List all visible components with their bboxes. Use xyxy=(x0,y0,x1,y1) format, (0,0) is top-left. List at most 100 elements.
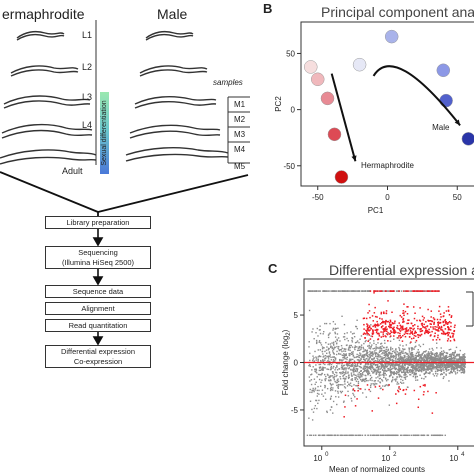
ma-point xyxy=(427,290,429,292)
ma-point xyxy=(323,373,326,376)
step-sequencing: Sequencing (Illumina HiSeq 2500) xyxy=(45,246,151,269)
ma-point xyxy=(403,333,406,336)
ma-point xyxy=(443,331,445,334)
ma-point xyxy=(332,400,335,403)
ma-point xyxy=(360,347,363,349)
ma-point xyxy=(446,323,449,325)
ma-point xyxy=(430,354,432,357)
ma-point xyxy=(388,375,391,378)
col-title-hermaphrodite: ermaphrodite xyxy=(2,6,85,22)
ma-point xyxy=(425,350,427,352)
ma-point xyxy=(357,384,360,387)
ma-point xyxy=(400,375,402,378)
ma-point xyxy=(416,368,419,370)
ma-point xyxy=(438,359,440,361)
ma-point xyxy=(417,359,419,362)
ma-point xyxy=(366,330,368,333)
ma-point xyxy=(435,372,437,375)
ma-point xyxy=(461,371,464,373)
ma-point xyxy=(319,329,321,331)
ma-point xyxy=(380,367,383,369)
ma-point xyxy=(463,364,466,367)
ma-point xyxy=(436,364,438,367)
pca-annotation-hermaphrodite: Hermaphrodite xyxy=(361,161,414,170)
ma-point xyxy=(458,361,460,363)
ma-point xyxy=(332,360,334,362)
ma-point xyxy=(397,383,400,385)
ma-point xyxy=(319,369,322,372)
ma-point xyxy=(422,368,424,370)
ma-point xyxy=(378,375,381,377)
ma-point xyxy=(453,330,455,332)
ma-point xyxy=(337,380,340,383)
ma-point xyxy=(351,333,354,335)
ma-point xyxy=(463,372,465,374)
ma-point xyxy=(343,416,345,418)
ma-point xyxy=(356,364,359,366)
ma-point xyxy=(437,322,439,324)
ma-point xyxy=(404,331,407,333)
ma-point xyxy=(329,382,332,385)
ma-point xyxy=(314,370,316,372)
ma-point xyxy=(333,434,335,437)
ma-point xyxy=(374,382,376,385)
ma-point xyxy=(409,370,411,373)
ma-point xyxy=(447,334,449,337)
ma-point xyxy=(393,335,395,337)
ma-point xyxy=(359,290,361,292)
ma-point xyxy=(376,320,378,323)
ma-point xyxy=(392,379,394,381)
pca-point xyxy=(310,72,325,87)
ma-point xyxy=(371,434,374,437)
ma-point xyxy=(369,390,372,393)
ma-point xyxy=(378,290,380,292)
ma-point xyxy=(443,333,446,335)
ma-point xyxy=(422,364,424,367)
ma-point xyxy=(308,346,310,348)
ma-point xyxy=(449,358,452,360)
ma-point xyxy=(357,380,360,383)
ma-point xyxy=(408,349,411,351)
ma-point xyxy=(411,333,414,335)
ma-point xyxy=(448,368,450,371)
ma-point xyxy=(385,364,387,367)
ma-point xyxy=(338,368,341,370)
ma-point xyxy=(334,380,336,383)
ma-point xyxy=(411,371,414,373)
ma-point xyxy=(389,358,392,360)
ma-point xyxy=(360,374,362,377)
ma-point xyxy=(433,356,435,359)
ma-point xyxy=(374,434,376,437)
ma-point xyxy=(376,369,378,371)
ma-point xyxy=(330,365,333,368)
ma-point xyxy=(335,395,337,398)
ma-point xyxy=(379,317,381,320)
ma-y-axis-label: Fold change (log2) xyxy=(281,329,292,395)
ma-point xyxy=(439,355,441,358)
ma-point xyxy=(341,290,343,292)
ma-point xyxy=(357,362,359,364)
ma-point xyxy=(413,356,415,358)
ma-point xyxy=(402,367,404,369)
ma-point xyxy=(398,369,400,372)
ma-point xyxy=(337,387,340,390)
ma-point xyxy=(418,365,420,367)
ma-point xyxy=(389,340,392,342)
ma-point xyxy=(416,355,419,357)
ma-point xyxy=(389,320,392,323)
ma-point xyxy=(461,360,464,362)
ma-point xyxy=(446,356,449,359)
worm-development-diagram xyxy=(0,20,250,216)
ma-point xyxy=(387,320,390,323)
ma-point xyxy=(446,362,448,365)
ma-point xyxy=(360,370,362,372)
ma-point xyxy=(451,353,453,355)
ma-point xyxy=(377,366,379,369)
ma-point xyxy=(423,361,425,363)
ma-point xyxy=(331,375,334,377)
ma-point xyxy=(397,355,400,357)
ma-point xyxy=(419,328,421,331)
ma-point xyxy=(358,347,361,349)
ma-point xyxy=(463,359,465,361)
ma-point xyxy=(322,360,325,362)
